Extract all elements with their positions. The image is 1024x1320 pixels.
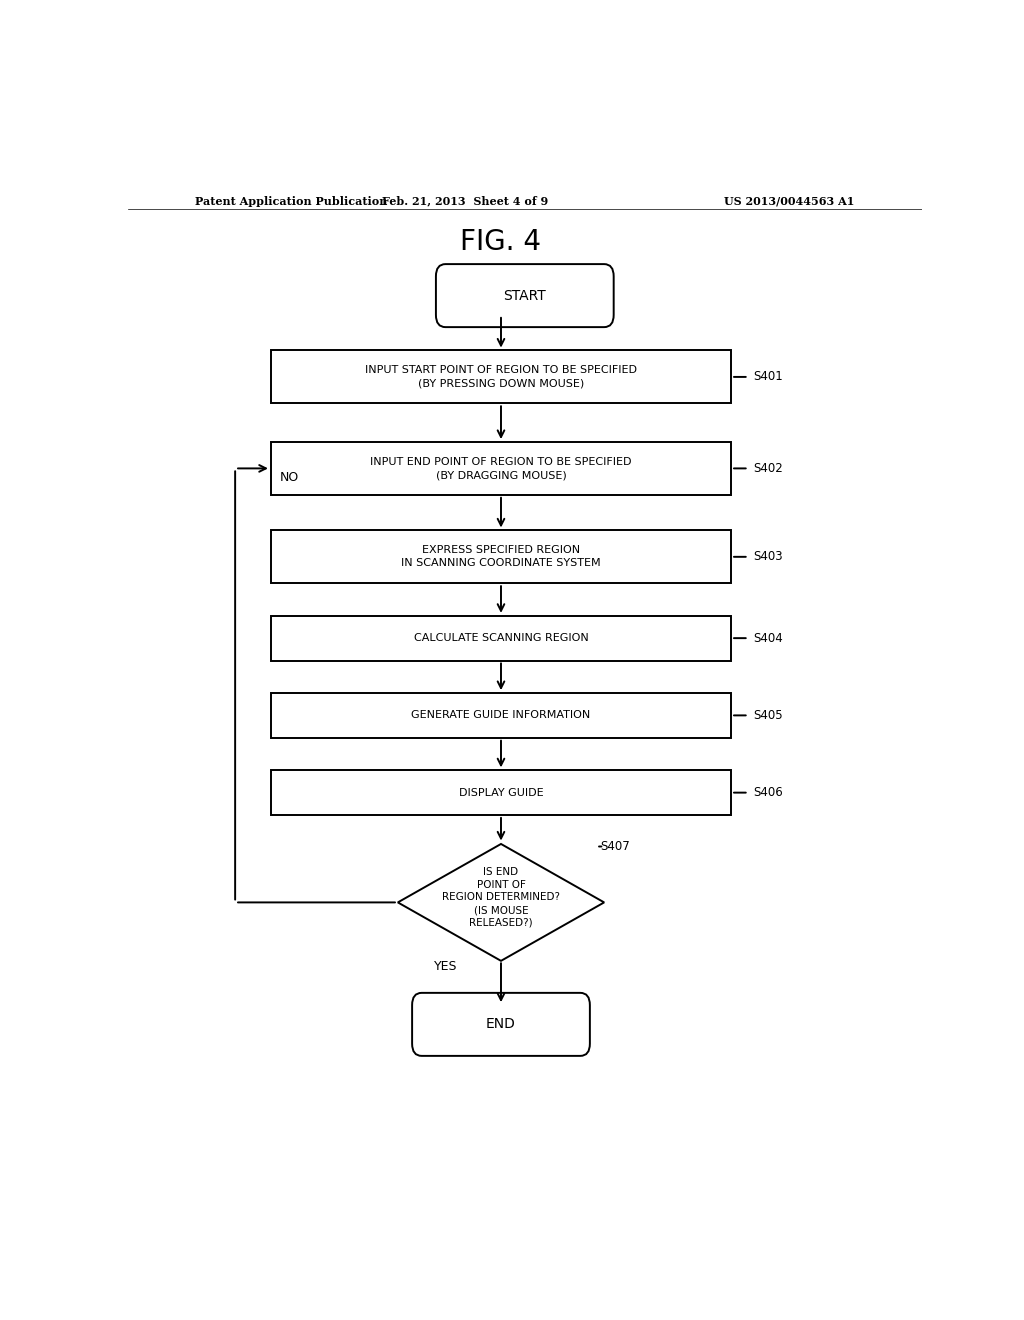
Text: YES: YES	[434, 960, 458, 973]
Text: US 2013/0044563 A1: US 2013/0044563 A1	[724, 195, 854, 207]
Text: EXPRESS SPECIFIED REGION
IN SCANNING COORDINATE SYSTEM: EXPRESS SPECIFIED REGION IN SCANNING COO…	[401, 545, 601, 569]
Bar	[270, 615, 731, 660]
Bar	[270, 351, 731, 404]
Text: IS END
POINT OF
REGION DETERMINED?
(IS MOUSE
RELEASED?): IS END POINT OF REGION DETERMINED? (IS M…	[442, 867, 560, 928]
Text: START: START	[504, 289, 546, 302]
Text: FIG. 4: FIG. 4	[461, 228, 542, 256]
FancyBboxPatch shape	[436, 264, 613, 327]
Text: CALCULATE SCANNING REGION: CALCULATE SCANNING REGION	[414, 634, 589, 643]
Bar	[270, 442, 731, 495]
Text: INPUT END POINT OF REGION TO BE SPECIFIED
(BY DRAGGING MOUSE): INPUT END POINT OF REGION TO BE SPECIFIE…	[371, 457, 632, 480]
Text: S407: S407	[600, 840, 630, 853]
Bar	[270, 771, 731, 814]
Text: INPUT START POINT OF REGION TO BE SPECIFIED
(BY PRESSING DOWN MOUSE): INPUT START POINT OF REGION TO BE SPECIF…	[365, 366, 637, 388]
Text: GENERATE GUIDE INFORMATION: GENERATE GUIDE INFORMATION	[412, 710, 591, 721]
Text: END: END	[486, 1018, 516, 1031]
Text: Feb. 21, 2013  Sheet 4 of 9: Feb. 21, 2013 Sheet 4 of 9	[382, 195, 549, 207]
Bar	[270, 531, 731, 583]
Text: DISPLAY GUIDE: DISPLAY GUIDE	[459, 788, 544, 797]
Polygon shape	[397, 843, 604, 961]
Text: NO: NO	[280, 471, 299, 483]
Text: S401: S401	[754, 371, 783, 383]
FancyBboxPatch shape	[412, 993, 590, 1056]
Text: S402: S402	[754, 462, 783, 475]
Text: S405: S405	[754, 709, 783, 722]
Text: S403: S403	[754, 550, 783, 564]
Text: S404: S404	[754, 632, 783, 644]
Text: Patent Application Publication: Patent Application Publication	[196, 195, 388, 207]
Bar	[270, 693, 731, 738]
Text: S406: S406	[754, 787, 783, 799]
